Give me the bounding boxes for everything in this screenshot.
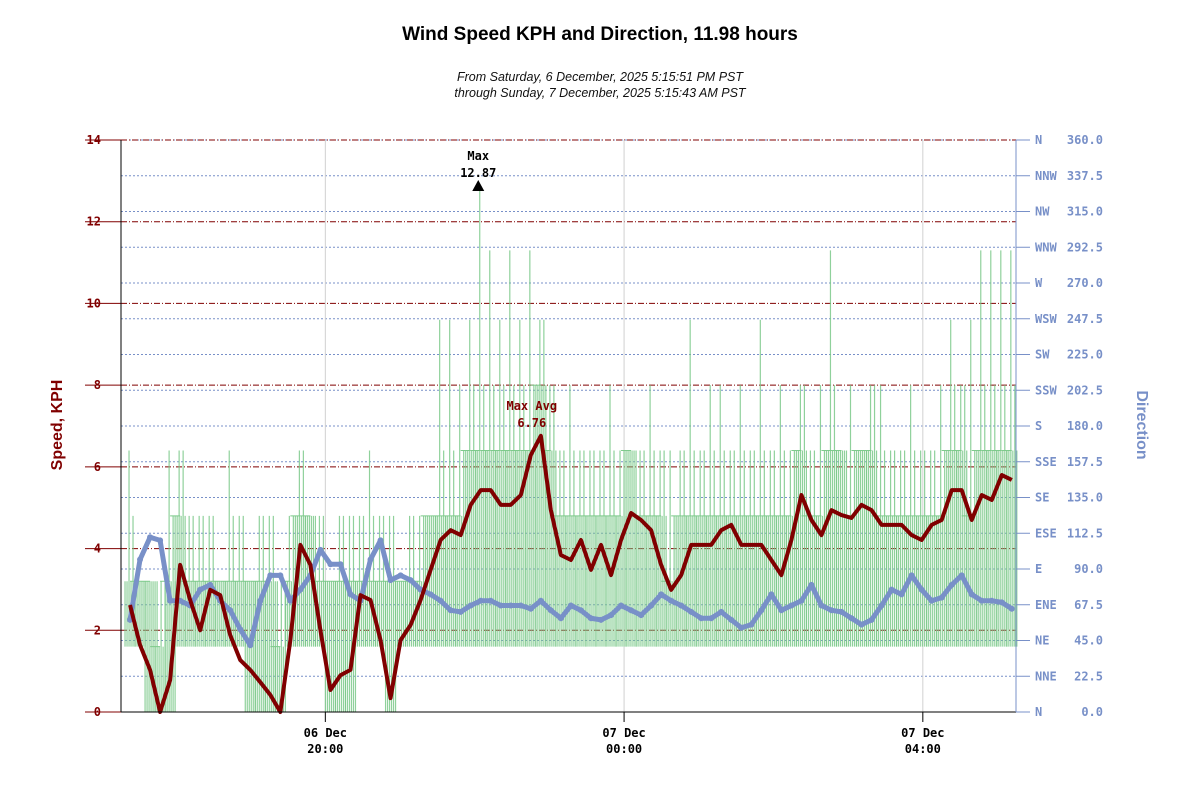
y2-tick-name: ENE — [1035, 598, 1057, 612]
y2-tick-value: 247.5 — [1067, 312, 1103, 326]
y2-tick-name: N — [1035, 133, 1042, 147]
y-tick-label: 14 — [87, 133, 101, 147]
y2-tick-name: WSW — [1035, 312, 1057, 326]
y2-tick-value: 292.5 — [1067, 240, 1103, 254]
average-speed-line — [128, 433, 1013, 714]
y2-tick-value: 135.0 — [1067, 491, 1103, 505]
y2-tick-name: N — [1035, 705, 1042, 719]
y-tick-label: 4 — [94, 542, 101, 556]
y2-tick-name: E — [1035, 562, 1042, 576]
y2-axis-label: Direction — [1133, 390, 1150, 459]
y2-tick-value: 337.5 — [1067, 169, 1103, 183]
y2-tick-name: ESE — [1035, 526, 1057, 540]
y2-tick-name: WNW — [1035, 240, 1057, 254]
direction-line — [127, 534, 1014, 648]
y2-tick-value: 90.0 — [1074, 562, 1103, 576]
chart-subtitle-from: From Saturday, 6 December, 2025 5:15:51 … — [456, 70, 744, 84]
y2-tick-name: SSW — [1035, 383, 1057, 397]
x-tick-date: 06 Dec — [304, 726, 347, 740]
y2-tick-name: NW — [1035, 205, 1050, 219]
y2-tick-value: 225.0 — [1067, 348, 1103, 362]
y2-tick-name: SE — [1035, 491, 1049, 505]
y2-tick-name: SSE — [1035, 455, 1057, 469]
chart-title: Wind Speed KPH and Direction, 11.98 hour… — [402, 24, 798, 45]
y2-tick-value: 112.5 — [1067, 526, 1103, 540]
max-arrow-icon — [472, 180, 485, 191]
x-tick-time: 04:00 — [905, 742, 941, 756]
chart-subtitle-through: through Sunday, 7 December, 2025 5:15:43… — [454, 86, 746, 100]
y2-tick-value: 360.0 — [1067, 133, 1103, 147]
x-tick-date: 07 Dec — [901, 726, 944, 740]
y2-tick-value: 202.5 — [1067, 383, 1103, 397]
y2-tick-value: 67.5 — [1074, 598, 1103, 612]
y2-tick-value: 45.0 — [1074, 634, 1103, 648]
y-tick-label: 8 — [94, 378, 101, 392]
y2-tick-name: NNE — [1035, 669, 1057, 683]
y2-tick-name: NE — [1035, 634, 1049, 648]
max-avg-value: 6.76 — [517, 416, 546, 430]
y-axis-label: Speed, KPH — [49, 380, 66, 471]
y2-tick-name: SW — [1035, 348, 1050, 362]
y-tick-label: 12 — [87, 215, 101, 229]
max-value: 12.87 — [460, 166, 496, 180]
y2-tick-name: NNW — [1035, 169, 1057, 183]
y2-tick-value: 315.0 — [1067, 205, 1103, 219]
y2-tick-value: 270.0 — [1067, 276, 1103, 290]
x-tick-time: 00:00 — [606, 742, 642, 756]
x-tick-time: 20:00 — [307, 742, 343, 756]
y-tick-label: 6 — [94, 460, 101, 474]
y-tick-label: 10 — [87, 296, 101, 310]
y-tick-label: 0 — [94, 705, 101, 719]
y2-tick-value: 157.5 — [1067, 455, 1103, 469]
y2-tick-name: S — [1035, 419, 1042, 433]
x-tick-date: 07 Dec — [602, 726, 645, 740]
y2-tick-value: 0.0 — [1081, 705, 1103, 719]
y-tick-label: 2 — [94, 623, 101, 637]
y2-tick-value: 180.0 — [1067, 419, 1103, 433]
y2-tick-value: 22.5 — [1074, 669, 1103, 683]
y2-tick-name: W — [1035, 276, 1043, 290]
max-label: Max — [467, 149, 489, 163]
max-avg-label: Max Avg — [506, 399, 557, 413]
